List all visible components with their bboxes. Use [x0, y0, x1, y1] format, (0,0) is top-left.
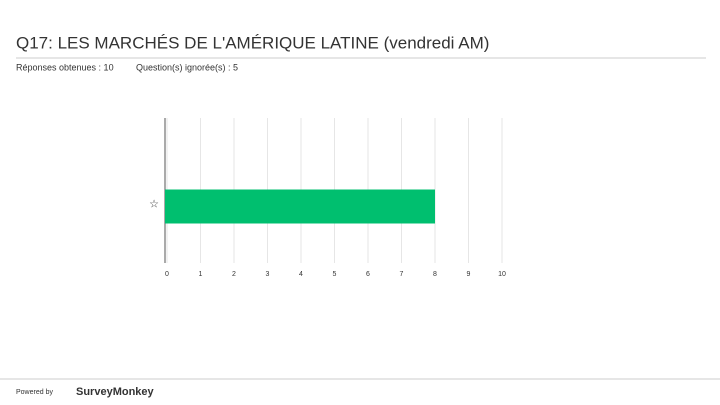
x-tick-label: 5	[333, 271, 337, 278]
x-tick-label: 2	[232, 271, 236, 278]
x-tick-label: 8	[433, 271, 437, 278]
x-tick-label: 7	[400, 271, 404, 278]
brand: SurveyMonkey	[76, 386, 155, 398]
x-tick-label: 10	[498, 271, 506, 278]
y-tick-label: ☆	[149, 198, 159, 210]
powered-by: Powered by	[16, 389, 53, 396]
x-tick-label: 0	[165, 271, 169, 278]
x-tick-label: 9	[467, 271, 471, 278]
x-tick-label: 1	[199, 271, 203, 278]
chart-title: Q17: LES MARCHÉS DE L'AMÉRIQUE LATINE (v…	[16, 33, 489, 52]
x-tick-label: 4	[299, 271, 303, 278]
responses: Réponses obtenues : 10	[16, 62, 114, 72]
skipped: Question(s) ignorée(s) : 5	[136, 62, 238, 72]
x-tick-label: 6	[366, 271, 370, 278]
bar	[165, 189, 435, 224]
x-tick-label: 3	[266, 271, 270, 278]
